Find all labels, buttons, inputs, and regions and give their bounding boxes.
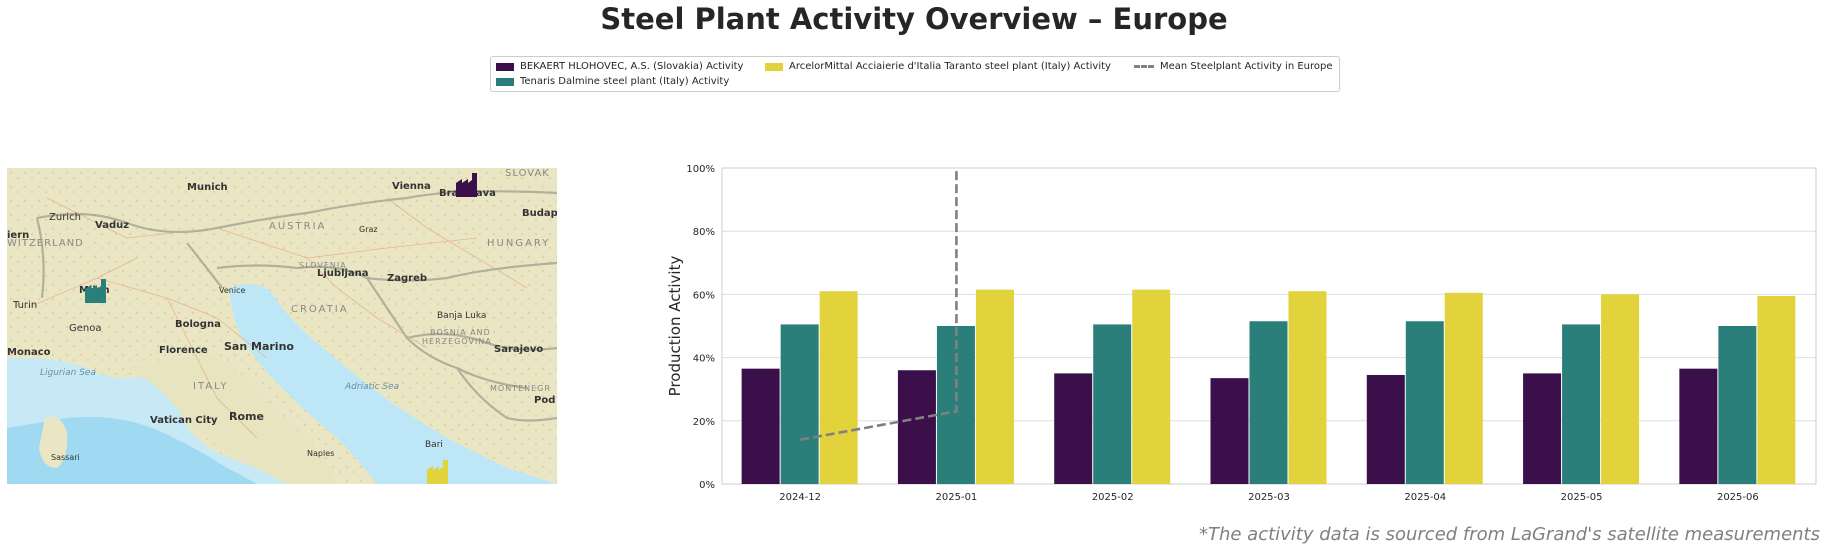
bar bbox=[1249, 321, 1288, 484]
map-label-bari: Bari bbox=[425, 440, 443, 450]
map-label-vaduz: Vaduz bbox=[95, 220, 129, 231]
map-label-genoa: Genoa bbox=[69, 323, 102, 334]
bar bbox=[780, 324, 819, 484]
map-label-florence: Florence bbox=[159, 345, 208, 356]
map-label-munich: Munich bbox=[187, 182, 228, 193]
factory-icon-arcelormittal bbox=[427, 460, 448, 484]
data-source-footnote: *The activity data is sourced from LaGra… bbox=[1198, 524, 1820, 545]
map-tyrrhenian-sea bbox=[7, 416, 257, 484]
y-tick-label: 60% bbox=[693, 290, 715, 301]
bar bbox=[975, 289, 1014, 484]
map-label-ljubljana: Ljubljana bbox=[317, 268, 369, 279]
y-tick-label: 80% bbox=[693, 227, 715, 238]
y-tick-label: 40% bbox=[693, 354, 715, 365]
map-label-naples: Naples bbox=[307, 449, 334, 458]
mean-activity-line bbox=[799, 168, 958, 442]
bar bbox=[1444, 292, 1483, 484]
legend-label-bekaert: BEKAERT HLOHOVEC, A.S. (Slovakia) Activi… bbox=[520, 61, 744, 72]
map-label-monaco: Monaco bbox=[7, 347, 51, 358]
chart-legend: BEKAERT HLOHOVEC, A.S. (Slovakia) Activi… bbox=[490, 56, 1340, 92]
bar bbox=[1601, 294, 1640, 484]
map-label-bosnia: BOSNIA AND bbox=[430, 328, 491, 337]
map-label-switzerland: WITZERLAND bbox=[7, 238, 84, 249]
bar bbox=[1132, 289, 1171, 484]
map-label-graz: Graz bbox=[359, 225, 378, 234]
map-label-vatican-city: Vatican City bbox=[150, 415, 218, 426]
x-tick-label: 2025-02 bbox=[1092, 492, 1134, 503]
map-italy-west-coast bbox=[127, 353, 337, 484]
map-label-venice: Venice bbox=[219, 286, 245, 295]
map-adriatic-sea bbox=[229, 284, 557, 484]
bar bbox=[1523, 373, 1562, 484]
map-roads bbox=[26, 197, 528, 439]
bar bbox=[1366, 374, 1405, 484]
map-label-italy: ITALY bbox=[193, 381, 228, 392]
y-tick-label: 100% bbox=[686, 164, 715, 175]
map-label-turin: Turin bbox=[12, 300, 37, 311]
map-label-podgorica: Pod bbox=[534, 395, 555, 406]
map-label-adriatic-sea: Adriatic Sea bbox=[344, 382, 399, 392]
bar bbox=[1054, 373, 1093, 484]
map-label-ligurian-sea: Ligurian Sea bbox=[40, 368, 96, 378]
x-tick-label: 2025-05 bbox=[1561, 492, 1603, 503]
legend-label-mean: Mean Steelplant Activity in Europe bbox=[1160, 61, 1333, 72]
y-tick-label: 20% bbox=[693, 417, 715, 428]
plot-frame bbox=[721, 167, 1817, 485]
map-label-budapest: Budap bbox=[522, 208, 557, 219]
map-borders bbox=[35, 190, 557, 422]
map-label-sarajevo: Sarajevo bbox=[494, 344, 543, 355]
bar bbox=[1288, 291, 1327, 484]
bar bbox=[1718, 326, 1757, 484]
legend-item-bekaert: BEKAERT HLOHOVEC, A.S. (Slovakia) Activi… bbox=[496, 61, 743, 72]
bar bbox=[1093, 324, 1132, 484]
map-label-sassari: Sassari bbox=[51, 453, 80, 462]
bar bbox=[897, 370, 936, 484]
legend-item-mean: Mean Steelplant Activity in Europe bbox=[1134, 61, 1333, 72]
legend-swatch-arcelormittal bbox=[765, 62, 783, 71]
legend-swatch-mean bbox=[1134, 65, 1154, 68]
factory-icon-bekaert bbox=[456, 173, 477, 197]
map-label-montenegro: MONTENEGR bbox=[490, 384, 551, 393]
legend-swatch-bekaert bbox=[496, 62, 514, 71]
bar bbox=[1405, 321, 1444, 484]
factory-icon-tenaris bbox=[85, 279, 106, 303]
bar bbox=[741, 368, 780, 484]
map-label-croatia: CROATIA bbox=[291, 304, 349, 315]
map-label-bologna: Bologna bbox=[175, 319, 221, 330]
page-title: Steel Plant Activity Overview – Europe bbox=[600, 2, 1228, 36]
map-svg: Munich Vienna Bratislava SLOVAK Zurich V… bbox=[7, 168, 557, 484]
bar bbox=[1757, 295, 1796, 484]
map-label-herzegovina: HERZEGOVINA bbox=[422, 337, 492, 346]
legend-label-arcelormittal: ArcelorMittal Acciaierie d'Italia Tarant… bbox=[789, 61, 1111, 72]
x-tick-label: 2024-12 bbox=[779, 492, 821, 503]
y-axis-label: Production Activity bbox=[666, 256, 684, 397]
map-label-rome: Rome bbox=[229, 410, 264, 423]
bar bbox=[936, 326, 975, 484]
map-label-vienna: Vienna bbox=[392, 181, 431, 192]
map-label-san-marino: San Marino bbox=[224, 340, 294, 353]
x-tick-label: 2025-04 bbox=[1404, 492, 1446, 503]
bar bbox=[819, 291, 858, 484]
europe-map: Munich Vienna Bratislava SLOVAK Zurich V… bbox=[7, 168, 557, 484]
x-tick-label: 2025-01 bbox=[936, 492, 978, 503]
legend-item-tenaris: Tenaris Dalmine steel plant (Italy) Acti… bbox=[496, 76, 729, 87]
map-label-austria: AUSTRIA bbox=[269, 221, 326, 232]
bar bbox=[1679, 368, 1718, 484]
bar bbox=[1562, 324, 1601, 484]
map-label-zurich: Zurich bbox=[49, 212, 81, 223]
legend-item-arcelormittal: ArcelorMittal Acciaierie d'Italia Tarant… bbox=[765, 61, 1111, 72]
y-tick-label: 0% bbox=[699, 480, 715, 491]
map-label-bern: iern bbox=[7, 230, 29, 241]
x-tick-label: 2025-06 bbox=[1717, 492, 1759, 503]
map-label-zagreb: Zagreb bbox=[387, 273, 427, 284]
map-label-hungary: HUNGARY bbox=[487, 238, 550, 249]
map-sardinia bbox=[39, 417, 68, 468]
x-tick-label: 2025-03 bbox=[1248, 492, 1290, 503]
map-label-slovenia: SLOVENIA bbox=[299, 261, 347, 270]
legend-swatch-tenaris bbox=[496, 77, 514, 86]
map-label-banja-luka: Banja Luka bbox=[437, 311, 486, 321]
map-label-slovakia: SLOVAK bbox=[505, 168, 550, 179]
legend-label-tenaris: Tenaris Dalmine steel plant (Italy) Acti… bbox=[520, 76, 730, 87]
bar bbox=[1210, 378, 1249, 484]
